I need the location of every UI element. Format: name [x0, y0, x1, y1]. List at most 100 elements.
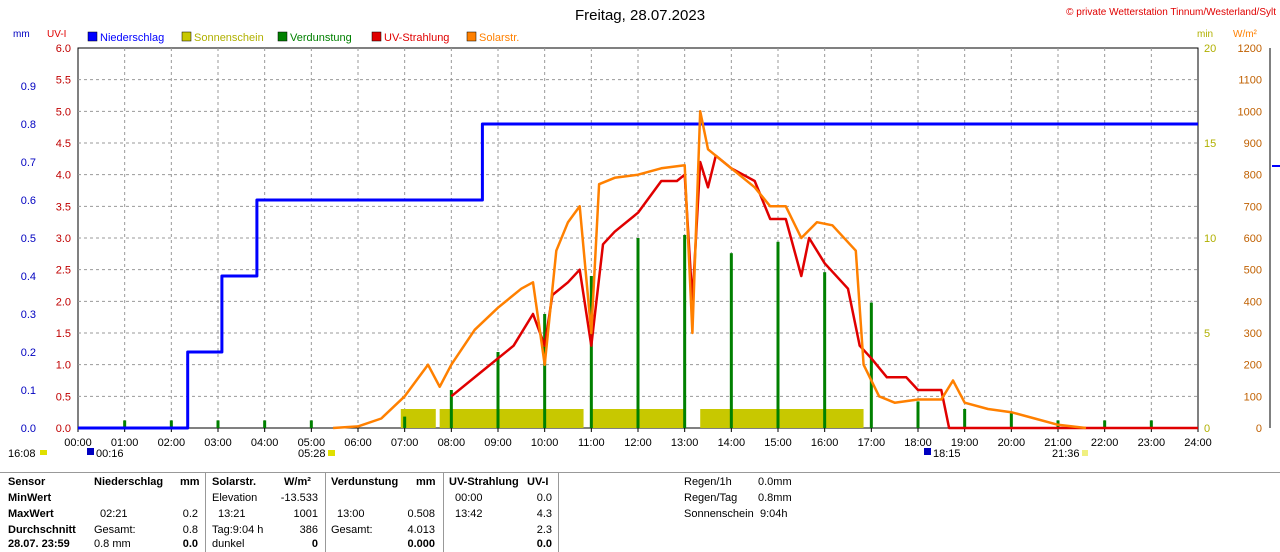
mm-tick-label: 0.7	[21, 157, 36, 169]
x-tick-label: 24:00	[1184, 437, 1212, 449]
moon2-icon	[924, 448, 931, 455]
x-tick-label: 18:00	[904, 437, 932, 449]
evaporation-bar	[543, 314, 547, 428]
stat-max-label: MaxWert	[8, 508, 54, 520]
solar-line	[333, 110, 1087, 430]
sunset-icon	[1082, 450, 1088, 456]
min-tick-label: 5	[1204, 328, 1210, 340]
x-tick-label: 04:00	[251, 437, 279, 449]
wm2-tick-label: 100	[1244, 391, 1262, 403]
stat-evap-max-val: 0.508	[407, 508, 435, 520]
x-tick-label: 01:00	[111, 437, 139, 449]
stat-avg-label: Durchschnitt	[8, 524, 76, 536]
min-tick-label: 20	[1204, 43, 1216, 55]
min-tick-label: 10	[1204, 233, 1216, 245]
wm2-tick-label: 800	[1244, 170, 1262, 182]
precipitation-line	[78, 122, 1198, 430]
evaporation-bar	[963, 409, 967, 428]
uv-tick-label: 1.0	[56, 360, 71, 372]
evaporation-bar	[216, 420, 220, 428]
evaporation-bar	[1149, 420, 1153, 428]
legend-label: Solarstr.	[479, 32, 519, 44]
stat-evap-header: Verdunstung	[331, 476, 399, 488]
evaporation-bar	[1009, 412, 1013, 428]
stat-uv-max-time: 13:42	[455, 508, 483, 520]
summary-rain-day-val: 0.8mm	[758, 492, 792, 504]
summary-sun-val: 9:04h	[760, 508, 788, 520]
stat-solar-max-time: 13:21	[218, 508, 246, 520]
evaporation-bar	[309, 420, 313, 428]
legend-label: Niederschlag	[100, 32, 164, 44]
mm-tick-label: 0.4	[21, 271, 36, 283]
wm2-tick-label: 0	[1256, 423, 1262, 435]
sunrise-time: 05:28	[298, 448, 326, 460]
legend: Niederschlag Sonnenschein Verdunstung UV-St…	[87, 31, 519, 44]
wm2-tick-label: 300	[1244, 328, 1262, 340]
stat-evap-unit: mm	[416, 476, 436, 488]
evaporation-bar	[449, 390, 453, 428]
mm-tick-label: 0.1	[21, 385, 36, 397]
x-tick-label: 09:00	[484, 437, 512, 449]
uv-tick-label: 0.0	[56, 423, 71, 435]
stat-rain-max-time: 02:21	[100, 508, 128, 520]
sun-moon-markers: 16:08 00:16 05:28 18:15 21:36	[8, 448, 1088, 460]
mm-tick-label: 0.9	[21, 81, 36, 93]
uv-tick-label: 5.0	[56, 106, 71, 118]
stat-solar-foot-val: 0	[311, 538, 318, 550]
stats-table: Sensor MinWert MaxWert Durchschnitt 28.0…	[0, 472, 1280, 552]
uv-tick-label: 3.5	[56, 201, 71, 213]
uv-tick-label: 2.0	[56, 296, 71, 308]
stat-rain-header: Niederschlag	[94, 476, 164, 488]
stat-solar-day-label: Tag:9:04 h	[212, 524, 264, 536]
x-tick-label: 12:00	[624, 437, 652, 449]
x-tick-label: 22:00	[1091, 437, 1119, 449]
legend-swatch	[181, 31, 192, 42]
summary-rain-day-label: Regen/Tag	[684, 492, 738, 504]
stat-uv-max-val: 4.3	[536, 508, 552, 520]
x-tick-label: 07:00	[391, 437, 419, 449]
uv-line	[450, 154, 1198, 430]
x-tick-label: 17:00	[858, 437, 886, 449]
x-tick-label: 02:00	[158, 437, 186, 449]
min-tick-label: 0	[1204, 423, 1210, 435]
stat-sensor-header: Sensor	[8, 476, 46, 488]
x-tick-label: 16:00	[811, 437, 839, 449]
stat-uv-unit: UV-I	[527, 476, 549, 488]
stat-uv-foot-val: 0.0	[536, 538, 552, 550]
legend-swatch	[87, 31, 98, 42]
stat-solar-day-val: 386	[299, 524, 318, 536]
x-tick-label: 03:00	[204, 437, 232, 449]
x-tick-label: 10:00	[531, 437, 559, 449]
wm2-tick-label: 500	[1244, 265, 1262, 277]
evaporation-bar	[729, 253, 733, 428]
summary-rain-1h-label: Regen/1h	[684, 476, 732, 488]
x-tick-label: 11:00	[578, 437, 605, 449]
uv-tick-label: 4.5	[56, 138, 71, 150]
moon2-time: 18:15	[933, 448, 961, 460]
sunshine-bar	[439, 409, 584, 428]
moonset-time: 16:08	[8, 448, 36, 460]
chart-title: Freitag, 28.07.2023	[575, 7, 705, 24]
x-tick-label: 14:00	[718, 437, 746, 449]
wm2-tick-label: 1000	[1238, 106, 1262, 118]
legend-swatch	[277, 31, 288, 42]
sunshine-bar	[400, 409, 436, 428]
uv-tick-label: 2.5	[56, 265, 71, 277]
x-tick-label: 20:00	[998, 437, 1026, 449]
uv-tick-label: 4.0	[56, 170, 71, 182]
moon-icon	[40, 450, 47, 455]
axis-unit-uv: UV-I	[47, 29, 66, 40]
x-tick-label: 00:00	[64, 437, 92, 449]
tick-labels: 00:00 01:00 02:00 03:00 04:00 05:00 06:00 07:00…	[21, 43, 1262, 449]
stat-solar-unit: W/m²	[284, 476, 311, 488]
stat-solar-header: Solarstr.	[212, 476, 257, 488]
stat-uv-header: UV-Strahlung	[449, 476, 519, 488]
x-tick-label: 23:00	[1138, 437, 1166, 449]
uv-tick-label: 3.0	[56, 233, 71, 245]
evaporation-bar	[869, 302, 873, 428]
axis-unit-min: min	[1197, 29, 1213, 40]
stat-rain-foot: 0.8 mm	[94, 538, 131, 550]
bars-layer	[123, 234, 1153, 428]
mm-tick-label: 0.8	[21, 119, 36, 131]
evaporation-bar	[589, 276, 593, 428]
